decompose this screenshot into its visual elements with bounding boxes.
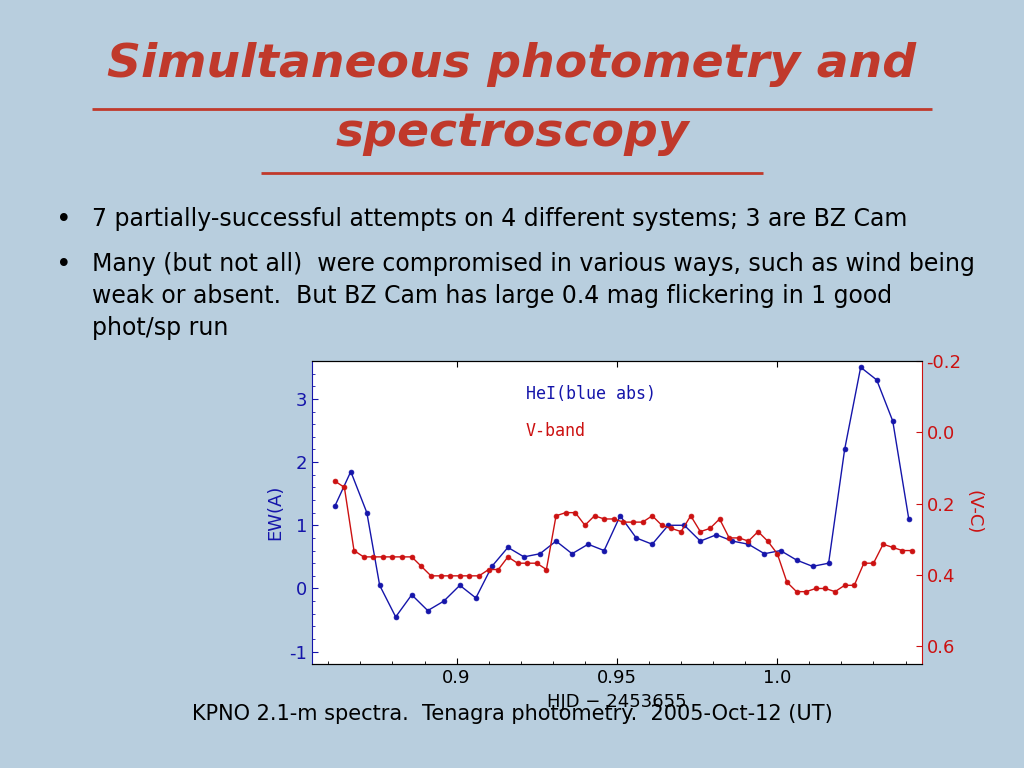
Text: •: • xyxy=(56,207,72,233)
Text: HeI(blue abs): HeI(blue abs) xyxy=(525,386,655,403)
Text: phot/sp run: phot/sp run xyxy=(92,316,228,340)
Text: V-band: V-band xyxy=(525,422,586,439)
X-axis label: HJD − 2453655: HJD − 2453655 xyxy=(547,693,687,710)
Text: Many (but not all)  were compromised in various ways, such as wind being: Many (but not all) were compromised in v… xyxy=(92,252,975,276)
Y-axis label: (V-C): (V-C) xyxy=(965,491,982,535)
Y-axis label: EW(A): EW(A) xyxy=(266,485,284,541)
Text: •: • xyxy=(56,252,72,278)
Text: spectroscopy: spectroscopy xyxy=(335,111,689,157)
Text: Simultaneous photometry and: Simultaneous photometry and xyxy=(108,42,916,88)
Text: 7 partially-successful attempts on 4 different systems; 3 are BZ Cam: 7 partially-successful attempts on 4 dif… xyxy=(92,207,907,231)
Text: weak or absent.  But BZ Cam has large 0.4 mag flickering in 1 good: weak or absent. But BZ Cam has large 0.4… xyxy=(92,284,892,308)
Text: KPNO 2.1-m spectra.  Tenagra photometry.  2005-Oct-12 (UT): KPNO 2.1-m spectra. Tenagra photometry. … xyxy=(191,704,833,724)
